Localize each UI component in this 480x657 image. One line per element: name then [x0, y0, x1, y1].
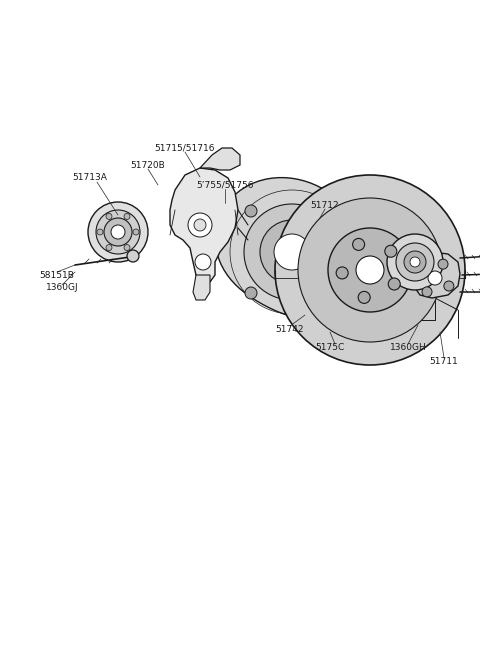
Circle shape	[328, 228, 412, 312]
Circle shape	[428, 271, 442, 285]
Circle shape	[127, 250, 139, 262]
Text: 5’755/51756: 5’755/51756	[196, 181, 254, 189]
Circle shape	[356, 256, 384, 284]
Circle shape	[438, 259, 448, 269]
Circle shape	[422, 287, 432, 297]
Circle shape	[327, 205, 339, 217]
Circle shape	[404, 251, 426, 273]
Circle shape	[188, 213, 212, 237]
Circle shape	[260, 220, 324, 284]
Circle shape	[133, 229, 139, 235]
Text: 51720B: 51720B	[338, 214, 373, 223]
Circle shape	[245, 205, 257, 217]
Circle shape	[358, 292, 370, 304]
Circle shape	[88, 202, 148, 262]
Circle shape	[327, 287, 339, 299]
Text: 51742: 51742	[276, 325, 304, 334]
Text: 51720B: 51720B	[131, 160, 166, 170]
Circle shape	[353, 238, 365, 250]
Circle shape	[245, 287, 257, 299]
Circle shape	[96, 210, 140, 254]
Polygon shape	[200, 148, 240, 170]
Circle shape	[124, 244, 130, 250]
Circle shape	[298, 198, 442, 342]
Circle shape	[416, 265, 426, 275]
Circle shape	[387, 234, 443, 290]
Text: 1360GH: 1360GH	[390, 344, 426, 353]
Circle shape	[396, 243, 434, 281]
Circle shape	[444, 281, 454, 291]
Circle shape	[106, 214, 112, 219]
Polygon shape	[170, 168, 238, 282]
Circle shape	[336, 267, 348, 279]
Circle shape	[410, 257, 420, 267]
Polygon shape	[412, 252, 460, 298]
Circle shape	[274, 234, 310, 270]
Polygon shape	[193, 275, 210, 300]
Circle shape	[106, 244, 112, 250]
Circle shape	[97, 229, 103, 235]
Text: 58151B: 58151B	[39, 271, 74, 279]
Text: 1360GJ: 1360GJ	[46, 284, 78, 292]
Text: 51712: 51712	[311, 200, 339, 210]
Text: 51711: 51711	[430, 357, 458, 367]
Circle shape	[194, 219, 206, 231]
Circle shape	[275, 175, 465, 365]
Circle shape	[388, 278, 400, 290]
Circle shape	[111, 225, 125, 239]
Text: 51713A: 51713A	[353, 227, 387, 237]
Circle shape	[195, 254, 211, 270]
Circle shape	[104, 218, 132, 246]
Text: 51713A: 51713A	[72, 173, 108, 183]
Polygon shape	[215, 177, 372, 319]
Circle shape	[244, 204, 340, 300]
Text: 51715/51716: 51715/51716	[155, 143, 215, 152]
Text: 5175C: 5175C	[315, 344, 345, 353]
Circle shape	[385, 245, 397, 258]
Circle shape	[124, 214, 130, 219]
